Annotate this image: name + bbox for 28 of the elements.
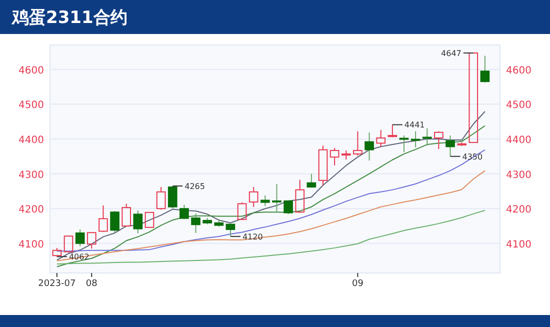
candlestick — [399, 135, 409, 153]
y2-tick-label: 4200 — [506, 204, 532, 216]
candlestick — [248, 186, 258, 208]
line-series — [56, 170, 486, 262]
y-tick-label: 4400 — [18, 134, 44, 146]
y2-tick-label: 4500 — [506, 100, 532, 112]
y-tick-label: 4300 — [18, 170, 44, 181]
y-tick-label: 4500 — [18, 100, 44, 112]
candlestick — [318, 145, 328, 186]
x-tick-label: 08 — [86, 279, 98, 289]
y2-tick-label: 4400 — [506, 134, 532, 146]
annotation: 4647 — [441, 49, 462, 58]
y-tick-label: 4100 — [18, 239, 44, 250]
annotation: 4265 — [184, 182, 205, 191]
line-series — [56, 210, 486, 264]
chart-title: 鸡蛋2311合约 — [11, 8, 128, 28]
y-tick-label: 4200 — [18, 204, 44, 216]
y2-tick-label: 4100 — [506, 239, 532, 250]
y2-tick-label: 4300 — [506, 170, 532, 181]
candlestick — [422, 128, 432, 146]
y-tick-label: 4600 — [18, 65, 44, 76]
annotation: 4441 — [404, 120, 425, 130]
y2-tick-label: 4600 — [506, 65, 532, 76]
x-tick-label: 2023-07 — [38, 279, 76, 289]
candlestick — [364, 132, 374, 162]
candlestick — [410, 130, 420, 148]
x-tick-label: 09 — [352, 279, 364, 289]
candlestick — [272, 183, 282, 213]
